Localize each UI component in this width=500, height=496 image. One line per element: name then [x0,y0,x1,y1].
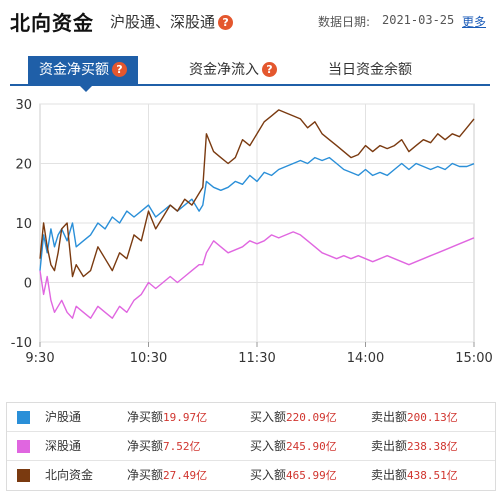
net-buy-value: 27.49亿 [163,469,208,482]
buy-label: 买入额 [250,439,287,453]
sell-label: 卖出额 [371,439,408,453]
x-tick-label: 9:30 [25,351,54,366]
tab-net-inflow[interactable]: 资金净流入? [178,56,288,84]
y-tick-label: 20 [15,158,32,173]
series-swatch [17,411,30,424]
sell-label: 卖出额 [371,410,408,424]
net-buy-label: 净买额 [127,439,164,453]
page-subtitle: 沪股通、深股通? [110,11,234,32]
y-tick-label: 0 [24,277,32,292]
legend-table: 沪股通 净买额19.97亿 买入额220.09亿 卖出额200.13亿 深股通 … [6,402,496,491]
subtitle-text: 沪股通、深股通 [110,13,216,31]
date-value: 2021-03-25 [382,13,455,27]
series-name: 深股通 [45,439,82,453]
tab-net-buy[interactable]: 资金净买额? [28,56,138,84]
series-line [39,109,475,278]
legend-row: 深股通 净买额7.52亿 买入额245.90亿 卖出额238.38亿 [7,432,495,461]
net-buy-value: 7.52亿 [163,440,201,453]
tab-day-balance-label: 当日资金余额 [328,62,412,78]
buy-field: 买入额220.09亿 [250,403,337,432]
header: 北向资金 沪股通、深股通? 数据日期: 2021-03-25 更多 [0,0,500,40]
active-tab-pointer [80,86,92,92]
x-tick-label: 11:30 [238,351,275,366]
y-tick-label: 30 [15,98,32,113]
sell-value: 438.51亿 [407,469,458,482]
tab-net-buy-label: 资金净买额 [39,62,109,78]
net-buy-field: 净买额19.97亿 [127,403,207,432]
buy-field: 买入额245.90亿 [250,432,337,461]
tab-day-balance[interactable]: 当日资金余额 [315,56,425,84]
more-link[interactable]: 更多 [462,15,487,29]
tab-bar: 资金净买额? 资金净流入? 当日资金余额 [10,56,490,86]
legend-row: 北向资金 净买额27.49亿 买入额465.99亿 卖出额438.51亿 [7,461,495,490]
buy-value: 465.99亿 [286,469,337,482]
help-icon[interactable]: ? [218,15,234,30]
series-swatch [17,440,30,453]
net-buy-field: 净买额7.52亿 [127,432,201,461]
sell-field: 卖出额238.38亿 [371,432,458,461]
series-line [39,156,475,271]
y-tick-label: -10 [11,336,32,351]
sell-value: 238.38亿 [407,440,458,453]
series-line [39,231,475,319]
sell-field: 卖出额438.51亿 [371,461,458,490]
legend-row: 沪股通 净买额19.97亿 买入额220.09亿 卖出额200.13亿 [7,403,495,432]
series-swatch [17,469,30,482]
buy-value: 220.09亿 [286,411,337,424]
help-icon[interactable]: ? [112,62,127,77]
buy-label: 买入额 [250,410,287,424]
help-icon[interactable]: ? [262,62,277,77]
buy-label: 买入额 [250,468,287,482]
sell-label: 卖出额 [371,468,408,482]
buy-value: 245.90亿 [286,440,337,453]
y-tick-label: 10 [15,217,32,232]
series-name: 北向资金 [45,468,94,482]
x-tick-label: 14:00 [347,351,384,366]
date-label: 数据日期: [318,15,371,29]
net-buy-value: 19.97亿 [163,411,208,424]
net-buy-label: 净买额 [127,468,164,482]
sell-value: 200.13亿 [407,411,458,424]
line-chart: 30 20 10 0 -109:30 10:30 11:30 14:00 15:00 [11,98,493,366]
page-title: 北向资金 [10,11,94,35]
net-buy-label: 净买额 [127,410,164,424]
sell-field: 卖出额200.13亿 [371,403,458,432]
net-buy-field: 净买额27.49亿 [127,461,207,490]
x-tick-label: 10:30 [130,351,167,366]
x-tick-label: 15:00 [455,351,492,366]
series-name: 沪股通 [45,410,82,424]
tab-net-inflow-label: 资金净流入 [189,62,259,78]
buy-field: 买入额465.99亿 [250,461,337,490]
